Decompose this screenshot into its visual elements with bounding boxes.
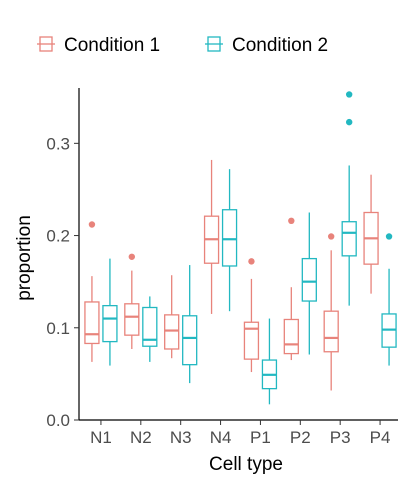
legend-label: Condition 1 <box>64 35 160 56</box>
outlier-point <box>288 217 295 224</box>
box-body <box>243 321 260 360</box>
x-tick-label-n3: N3 <box>170 428 192 447</box>
box-body <box>283 318 299 355</box>
box-n2-series-2 <box>142 296 158 362</box>
box-p4-series-2 <box>381 233 397 366</box>
outlier-point <box>345 118 353 126</box>
y-tick-label: 0.3 <box>46 134 70 153</box>
x-tick-label-p3: P3 <box>330 428 351 447</box>
box-body <box>341 221 357 257</box>
box-n1-series-2 <box>102 258 118 366</box>
box-p2-series-2 <box>301 212 317 355</box>
legend-label: Condition 2 <box>232 35 328 56</box>
box-p3-series-1 <box>323 233 339 391</box>
box-body <box>102 304 118 343</box>
box-body <box>142 306 158 347</box>
box-body <box>301 257 317 302</box>
axes: 0.0 0.1 0.2 0.3 N1 N2 N3 N4 P1 P2 P3 P4 <box>46 88 398 447</box>
x-tick-label-p1: P1 <box>250 428 271 447</box>
y-tick-label: 0.0 <box>46 411 70 430</box>
outlier-point <box>345 91 353 98</box>
y-tick-label: 0.2 <box>46 227 70 246</box>
x-tick-label-n2: N2 <box>130 428 152 447</box>
outlier-point <box>248 258 255 265</box>
x-tick-label-p4: P4 <box>370 428 391 447</box>
x-axis-title: Cell type <box>209 454 283 475</box>
outlier-point <box>385 233 393 240</box>
box-body <box>221 209 238 267</box>
box-body <box>124 303 140 336</box>
outlier-point <box>88 221 96 228</box>
box-n2-series-1 <box>124 253 140 349</box>
outlier-point <box>327 233 335 240</box>
x-tick-label-n1: N1 <box>90 428 112 447</box>
box-n4-series-2 <box>221 169 238 312</box>
box-body <box>164 314 180 350</box>
box-p2-series-1 <box>283 217 299 361</box>
box-body <box>323 310 339 353</box>
outlier-point <box>128 253 136 260</box>
box-p4-series-1 <box>363 174 379 294</box>
box-p1-series-1 <box>243 258 260 373</box>
plot-area <box>84 91 397 405</box>
y-tick-label: 0.1 <box>46 319 70 338</box>
legend-item-2: Condition 2 <box>205 35 328 56</box>
box-p1-series-2 <box>261 318 278 405</box>
legend: Condition 1 Condition 2 <box>37 35 328 56</box>
box-n4-series-1 <box>203 159 220 314</box>
box-n3-series-1 <box>164 275 180 359</box>
box-body <box>182 315 198 366</box>
y-axis-title: proportion <box>14 215 35 301</box>
x-tick-label-p2: P2 <box>290 428 311 447</box>
x-tick-label-n4: N4 <box>210 428 232 447</box>
box-body <box>84 301 100 345</box>
legend-item-1: Condition 1 <box>37 35 160 56</box>
box-n3-series-2 <box>182 265 198 384</box>
box-p3-series-2 <box>341 91 357 306</box>
box-n1-series-1 <box>84 221 100 362</box>
